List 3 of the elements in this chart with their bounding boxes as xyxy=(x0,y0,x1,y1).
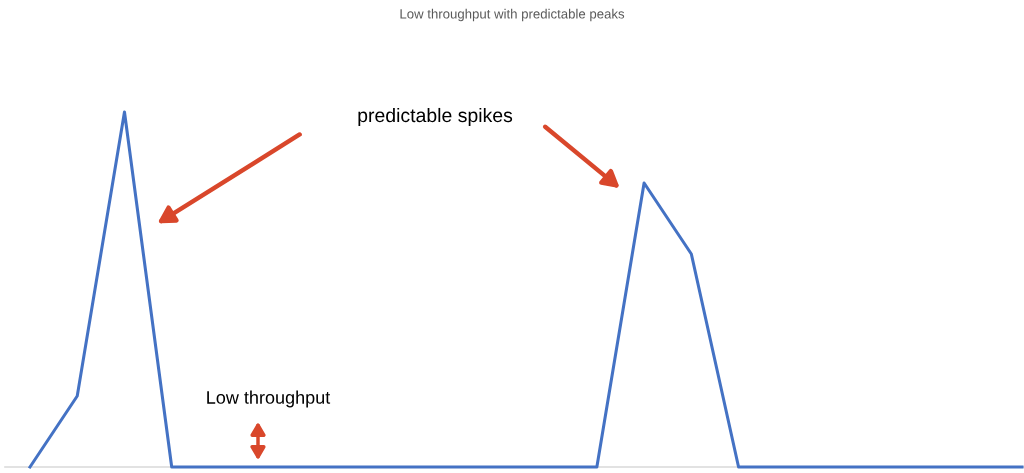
chart-title: Low throughput with predictable peaks xyxy=(400,8,625,22)
annotation: Low throughput xyxy=(207,390,331,408)
annotation: predictable spikes xyxy=(358,107,513,127)
